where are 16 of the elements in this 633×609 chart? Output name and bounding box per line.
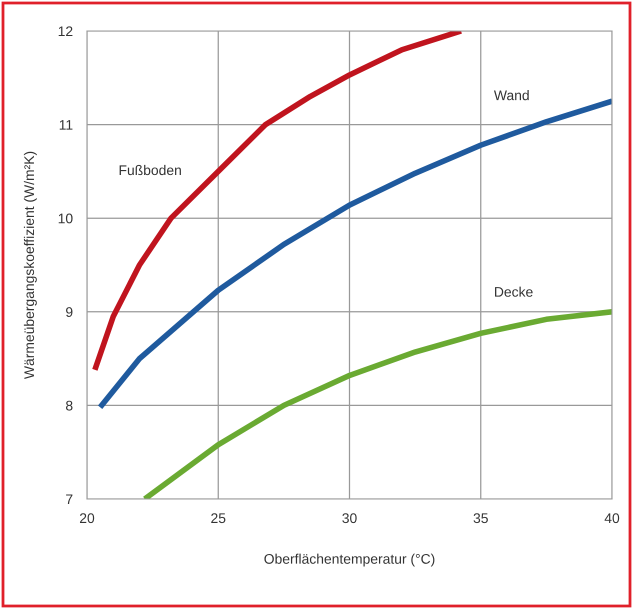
y-tick-label: 9 [66,307,72,317]
x-tick-label: 40 [604,513,620,524]
series-label: Wand [494,90,529,100]
series-label: Fußboden [120,164,181,176]
x-tick-label: 20 [80,513,94,524]
x-tick-label: 25 [211,513,226,524]
y-axis-title: Wärmeübergangskoeffizient (W/m²K) [24,152,37,380]
x-axis-title: Oberflächentemperatur (°C) [264,554,434,567]
x-tick-label: 35 [474,513,488,524]
y-tick-label: 12 [58,26,72,36]
y-tick-label: 11 [60,120,72,130]
x-tick-label: 30 [342,513,357,524]
y-tick-label: 10 [58,214,73,224]
series-label: Decke [495,286,533,297]
y-tick-label: 7 [66,494,72,504]
y-tick-label: 8 [66,400,73,411]
